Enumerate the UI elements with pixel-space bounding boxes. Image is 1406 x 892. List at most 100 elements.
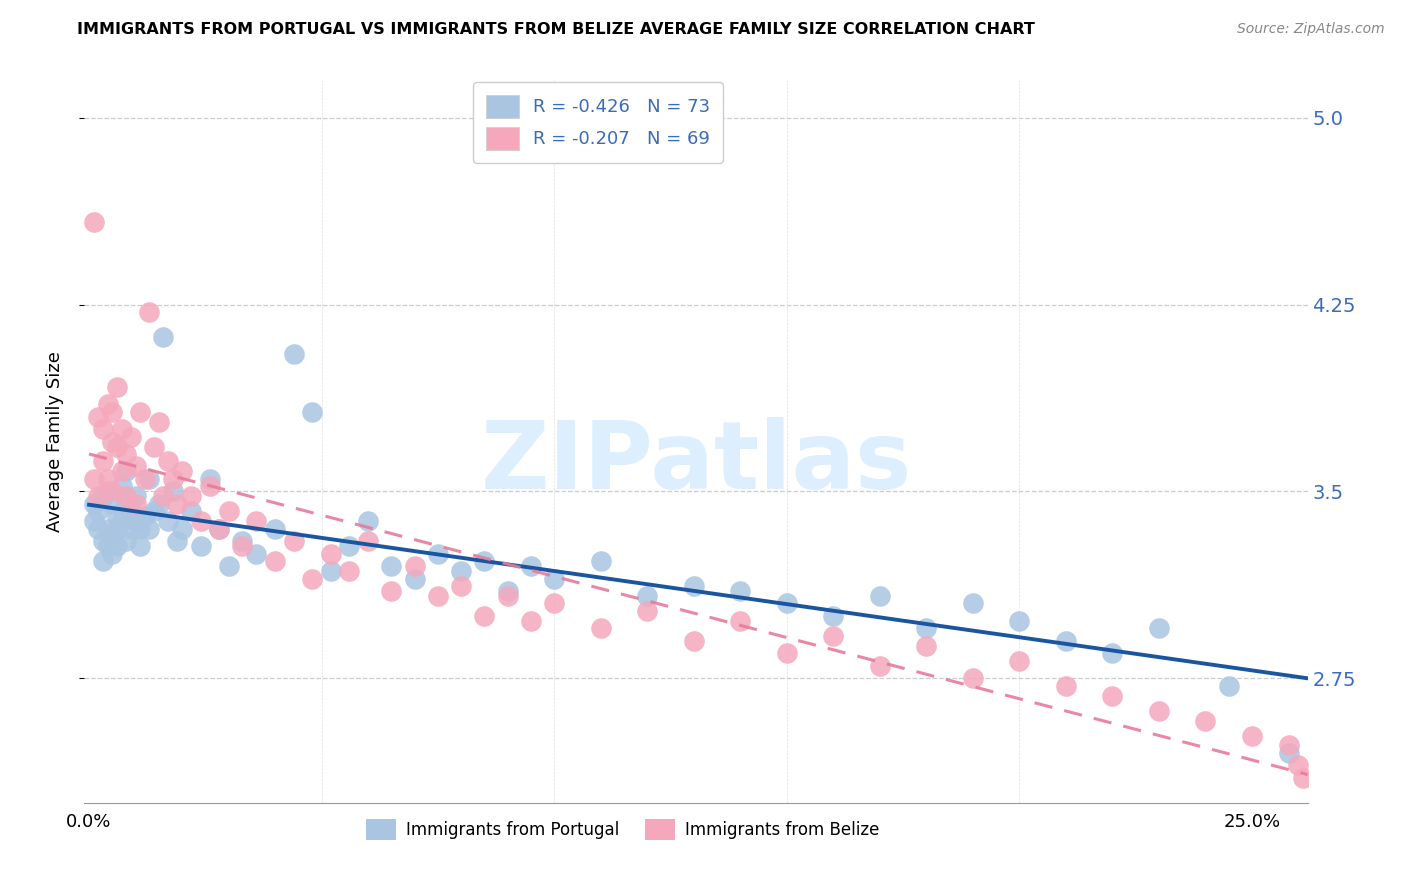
Text: Source: ZipAtlas.com: Source: ZipAtlas.com <box>1237 22 1385 37</box>
Point <box>101 484 124 499</box>
Point <box>1008 614 1031 628</box>
Point <box>152 330 174 344</box>
Point <box>496 589 519 603</box>
Point <box>180 504 202 518</box>
Point <box>115 489 138 503</box>
Point <box>124 497 146 511</box>
Point <box>124 514 146 528</box>
Point <box>115 534 138 549</box>
Point <box>208 522 231 536</box>
Point <box>283 534 305 549</box>
Point <box>283 347 305 361</box>
Point <box>198 479 221 493</box>
Point <box>404 572 426 586</box>
Legend: Immigrants from Portugal, Immigrants from Belize: Immigrants from Portugal, Immigrants fro… <box>360 813 886 847</box>
Point <box>472 554 495 568</box>
Point <box>97 484 120 499</box>
Point <box>301 404 323 418</box>
Point <box>190 539 212 553</box>
Y-axis label: Average Family Size: Average Family Size <box>45 351 63 532</box>
Point <box>1218 679 1240 693</box>
Point <box>319 564 342 578</box>
Point <box>124 459 146 474</box>
Point <box>157 514 180 528</box>
Point <box>1278 746 1301 760</box>
Point <box>1286 758 1309 772</box>
Point <box>426 547 449 561</box>
Text: ZIPatlas: ZIPatlas <box>481 417 911 509</box>
Point <box>1147 704 1170 718</box>
Point <box>962 597 984 611</box>
Point <box>1054 633 1077 648</box>
Point <box>682 633 704 648</box>
Point <box>97 539 120 553</box>
Point <box>231 539 253 553</box>
Point <box>218 559 240 574</box>
Point <box>1194 714 1216 728</box>
Point <box>115 447 138 461</box>
Point <box>728 584 751 599</box>
Point <box>357 534 380 549</box>
Point <box>115 465 138 479</box>
Point <box>138 305 160 319</box>
Point <box>143 440 166 454</box>
Point <box>152 489 174 503</box>
Point <box>101 529 124 543</box>
Point <box>380 559 402 574</box>
Point <box>264 554 287 568</box>
Point <box>138 472 160 486</box>
Point <box>120 522 142 536</box>
Point <box>823 629 845 643</box>
Point <box>1054 679 1077 693</box>
Point <box>170 465 193 479</box>
Point <box>636 589 658 603</box>
Point <box>245 547 267 561</box>
Point <box>1008 654 1031 668</box>
Point <box>105 509 128 524</box>
Point <box>129 539 152 553</box>
Point <box>148 415 170 429</box>
Point <box>97 522 120 536</box>
Point <box>87 504 110 518</box>
Point <box>301 572 323 586</box>
Point <box>91 422 114 436</box>
Point <box>231 534 253 549</box>
Point <box>105 380 128 394</box>
Point <box>380 584 402 599</box>
Point <box>450 564 472 578</box>
Point <box>264 522 287 536</box>
Point <box>915 639 938 653</box>
Point <box>1101 646 1123 660</box>
Point <box>91 554 114 568</box>
Point <box>87 409 110 424</box>
Point <box>120 429 142 443</box>
Point <box>450 579 472 593</box>
Point <box>110 422 132 436</box>
Point <box>115 497 138 511</box>
Text: IMMIGRANTS FROM PORTUGAL VS IMMIGRANTS FROM BELIZE AVERAGE FAMILY SIZE CORRELATI: IMMIGRANTS FROM PORTUGAL VS IMMIGRANTS F… <box>77 22 1035 37</box>
Point <box>1292 771 1315 785</box>
Point <box>83 472 105 486</box>
Point <box>962 671 984 685</box>
Point <box>589 621 612 635</box>
Point <box>87 489 110 503</box>
Point <box>1240 729 1263 743</box>
Point <box>162 472 184 486</box>
Point <box>218 504 240 518</box>
Point <box>823 609 845 624</box>
Point <box>97 397 120 411</box>
Point <box>208 522 231 536</box>
Point <box>1101 689 1123 703</box>
Point <box>180 489 202 503</box>
Point <box>728 614 751 628</box>
Point <box>110 465 132 479</box>
Point <box>91 489 114 503</box>
Point <box>170 522 193 536</box>
Point <box>357 514 380 528</box>
Point <box>636 604 658 618</box>
Point <box>319 547 342 561</box>
Point <box>472 609 495 624</box>
Point <box>148 497 170 511</box>
Point <box>105 440 128 454</box>
Point <box>110 479 132 493</box>
